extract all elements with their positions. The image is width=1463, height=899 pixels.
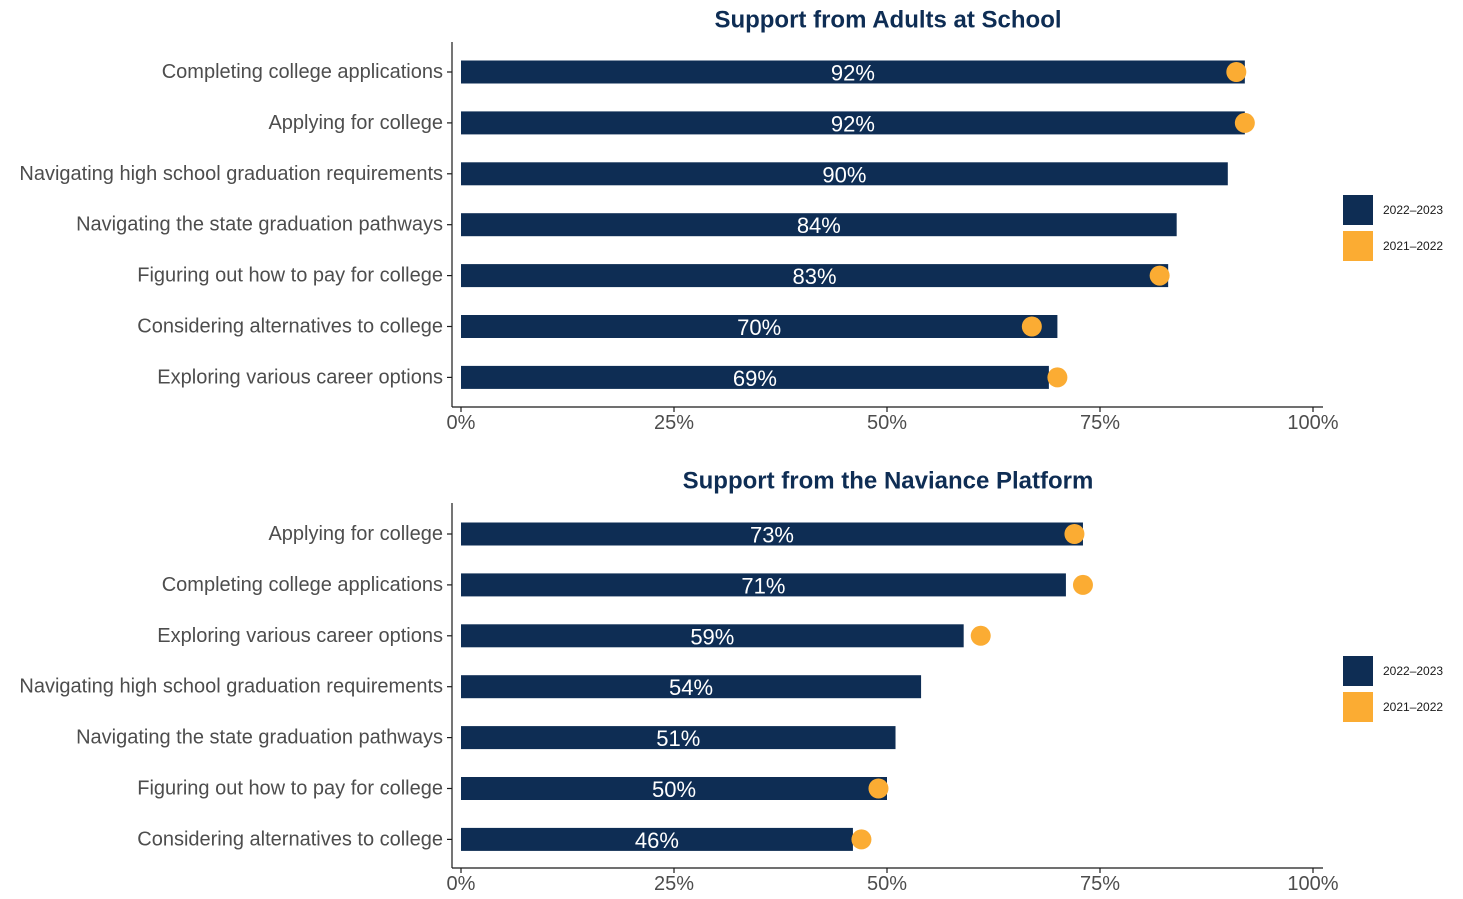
legend-key	[1343, 692, 1373, 722]
data-label: 70%	[737, 315, 781, 340]
category-label: Completing college applications	[162, 574, 443, 596]
legend-label: 2021–2022	[1383, 239, 1443, 253]
category-label: Navigating the state graduation pathways	[76, 214, 443, 236]
x-tick-label: 75%	[1080, 412, 1120, 434]
category-label: Figuring out how to pay for college	[137, 778, 443, 800]
bar	[461, 522, 1083, 546]
legend-label: 2021–2022	[1383, 700, 1443, 714]
bar	[461, 365, 1049, 389]
data-label: 50%	[652, 777, 696, 802]
x-tick-label: 100%	[1287, 873, 1338, 894]
x-tick-label: 0%	[447, 412, 476, 434]
legend-key	[1343, 656, 1373, 686]
prior-year-dot	[1234, 112, 1255, 133]
category-label: Exploring various career options	[157, 366, 443, 388]
bar	[461, 726, 896, 750]
data-label: 46%	[635, 828, 679, 853]
bar	[461, 624, 964, 648]
data-label: 73%	[750, 523, 794, 548]
prior-year-dot	[1064, 524, 1085, 544]
chart-panel-1: Support from Adults at School 0% 25% 50% 75%…	[19, 7, 1443, 435]
category-label: Figuring out how to pay for college	[137, 265, 443, 287]
prior-year-dot	[1021, 316, 1042, 337]
data-label: 54%	[669, 675, 713, 700]
chart-panel-2: Support from the Naviance Platform 0% 25% 5…	[19, 468, 1443, 896]
legend: 2022–2023 2021–2022	[1343, 195, 1443, 261]
data-label: 71%	[741, 573, 785, 598]
bar	[461, 315, 1058, 338]
x-tick-label: 100%	[1287, 412, 1338, 434]
data-label: 92%	[831, 61, 875, 86]
bar	[461, 675, 922, 699]
category-label: Exploring various career options	[157, 625, 443, 647]
prior-year-dot	[1226, 62, 1247, 82]
data-label: 92%	[831, 111, 875, 136]
prior-year-dot	[1047, 367, 1068, 388]
prior-year-dot	[851, 829, 872, 850]
prior-year-dot	[1072, 574, 1093, 595]
category-label: Considering alternatives to college	[137, 316, 443, 338]
x-tick-label: 25%	[654, 873, 694, 894]
data-label: 51%	[656, 726, 700, 751]
category-label: Applying for college	[268, 523, 443, 545]
legend-key	[1343, 231, 1373, 261]
x-tick-label: 50%	[867, 412, 907, 434]
bar	[461, 60, 1245, 84]
legend-label: 2022–2023	[1383, 203, 1443, 217]
legend: 2022–2023 2021–2022	[1343, 656, 1443, 722]
bar	[461, 264, 1169, 288]
x-tick-label: 75%	[1080, 873, 1120, 894]
chart-title: Support from the Naviance Platform	[683, 468, 1094, 495]
category-label: Applying for college	[268, 112, 443, 134]
category-label: Navigating high school graduation requir…	[19, 676, 443, 698]
category-label: Considering alternatives to college	[137, 828, 443, 850]
prior-year-dot	[1149, 265, 1170, 286]
prior-year-dot	[868, 778, 889, 799]
legend-label: 2022–2023	[1383, 664, 1443, 678]
category-label: Completing college applications	[162, 61, 443, 83]
bar	[461, 777, 887, 800]
legend-key	[1343, 195, 1373, 225]
data-label: 69%	[733, 366, 777, 391]
category-label: Navigating the state graduation pathways	[76, 727, 443, 749]
bar	[461, 111, 1245, 135]
category-label: Navigating high school graduation requir…	[19, 163, 443, 185]
bar	[461, 827, 853, 851]
chart-title: Support from Adults at School	[714, 7, 1061, 34]
data-label: 83%	[793, 264, 837, 289]
data-label: 59%	[690, 624, 734, 649]
x-tick-label: 0%	[447, 873, 476, 894]
x-tick-label: 25%	[654, 412, 694, 434]
bar	[461, 573, 1066, 597]
bar	[461, 213, 1177, 237]
data-label: 84%	[797, 213, 841, 238]
data-label: 90%	[822, 162, 866, 187]
x-tick-label: 50%	[867, 873, 907, 894]
prior-year-dot	[970, 625, 991, 646]
bar	[461, 162, 1228, 186]
